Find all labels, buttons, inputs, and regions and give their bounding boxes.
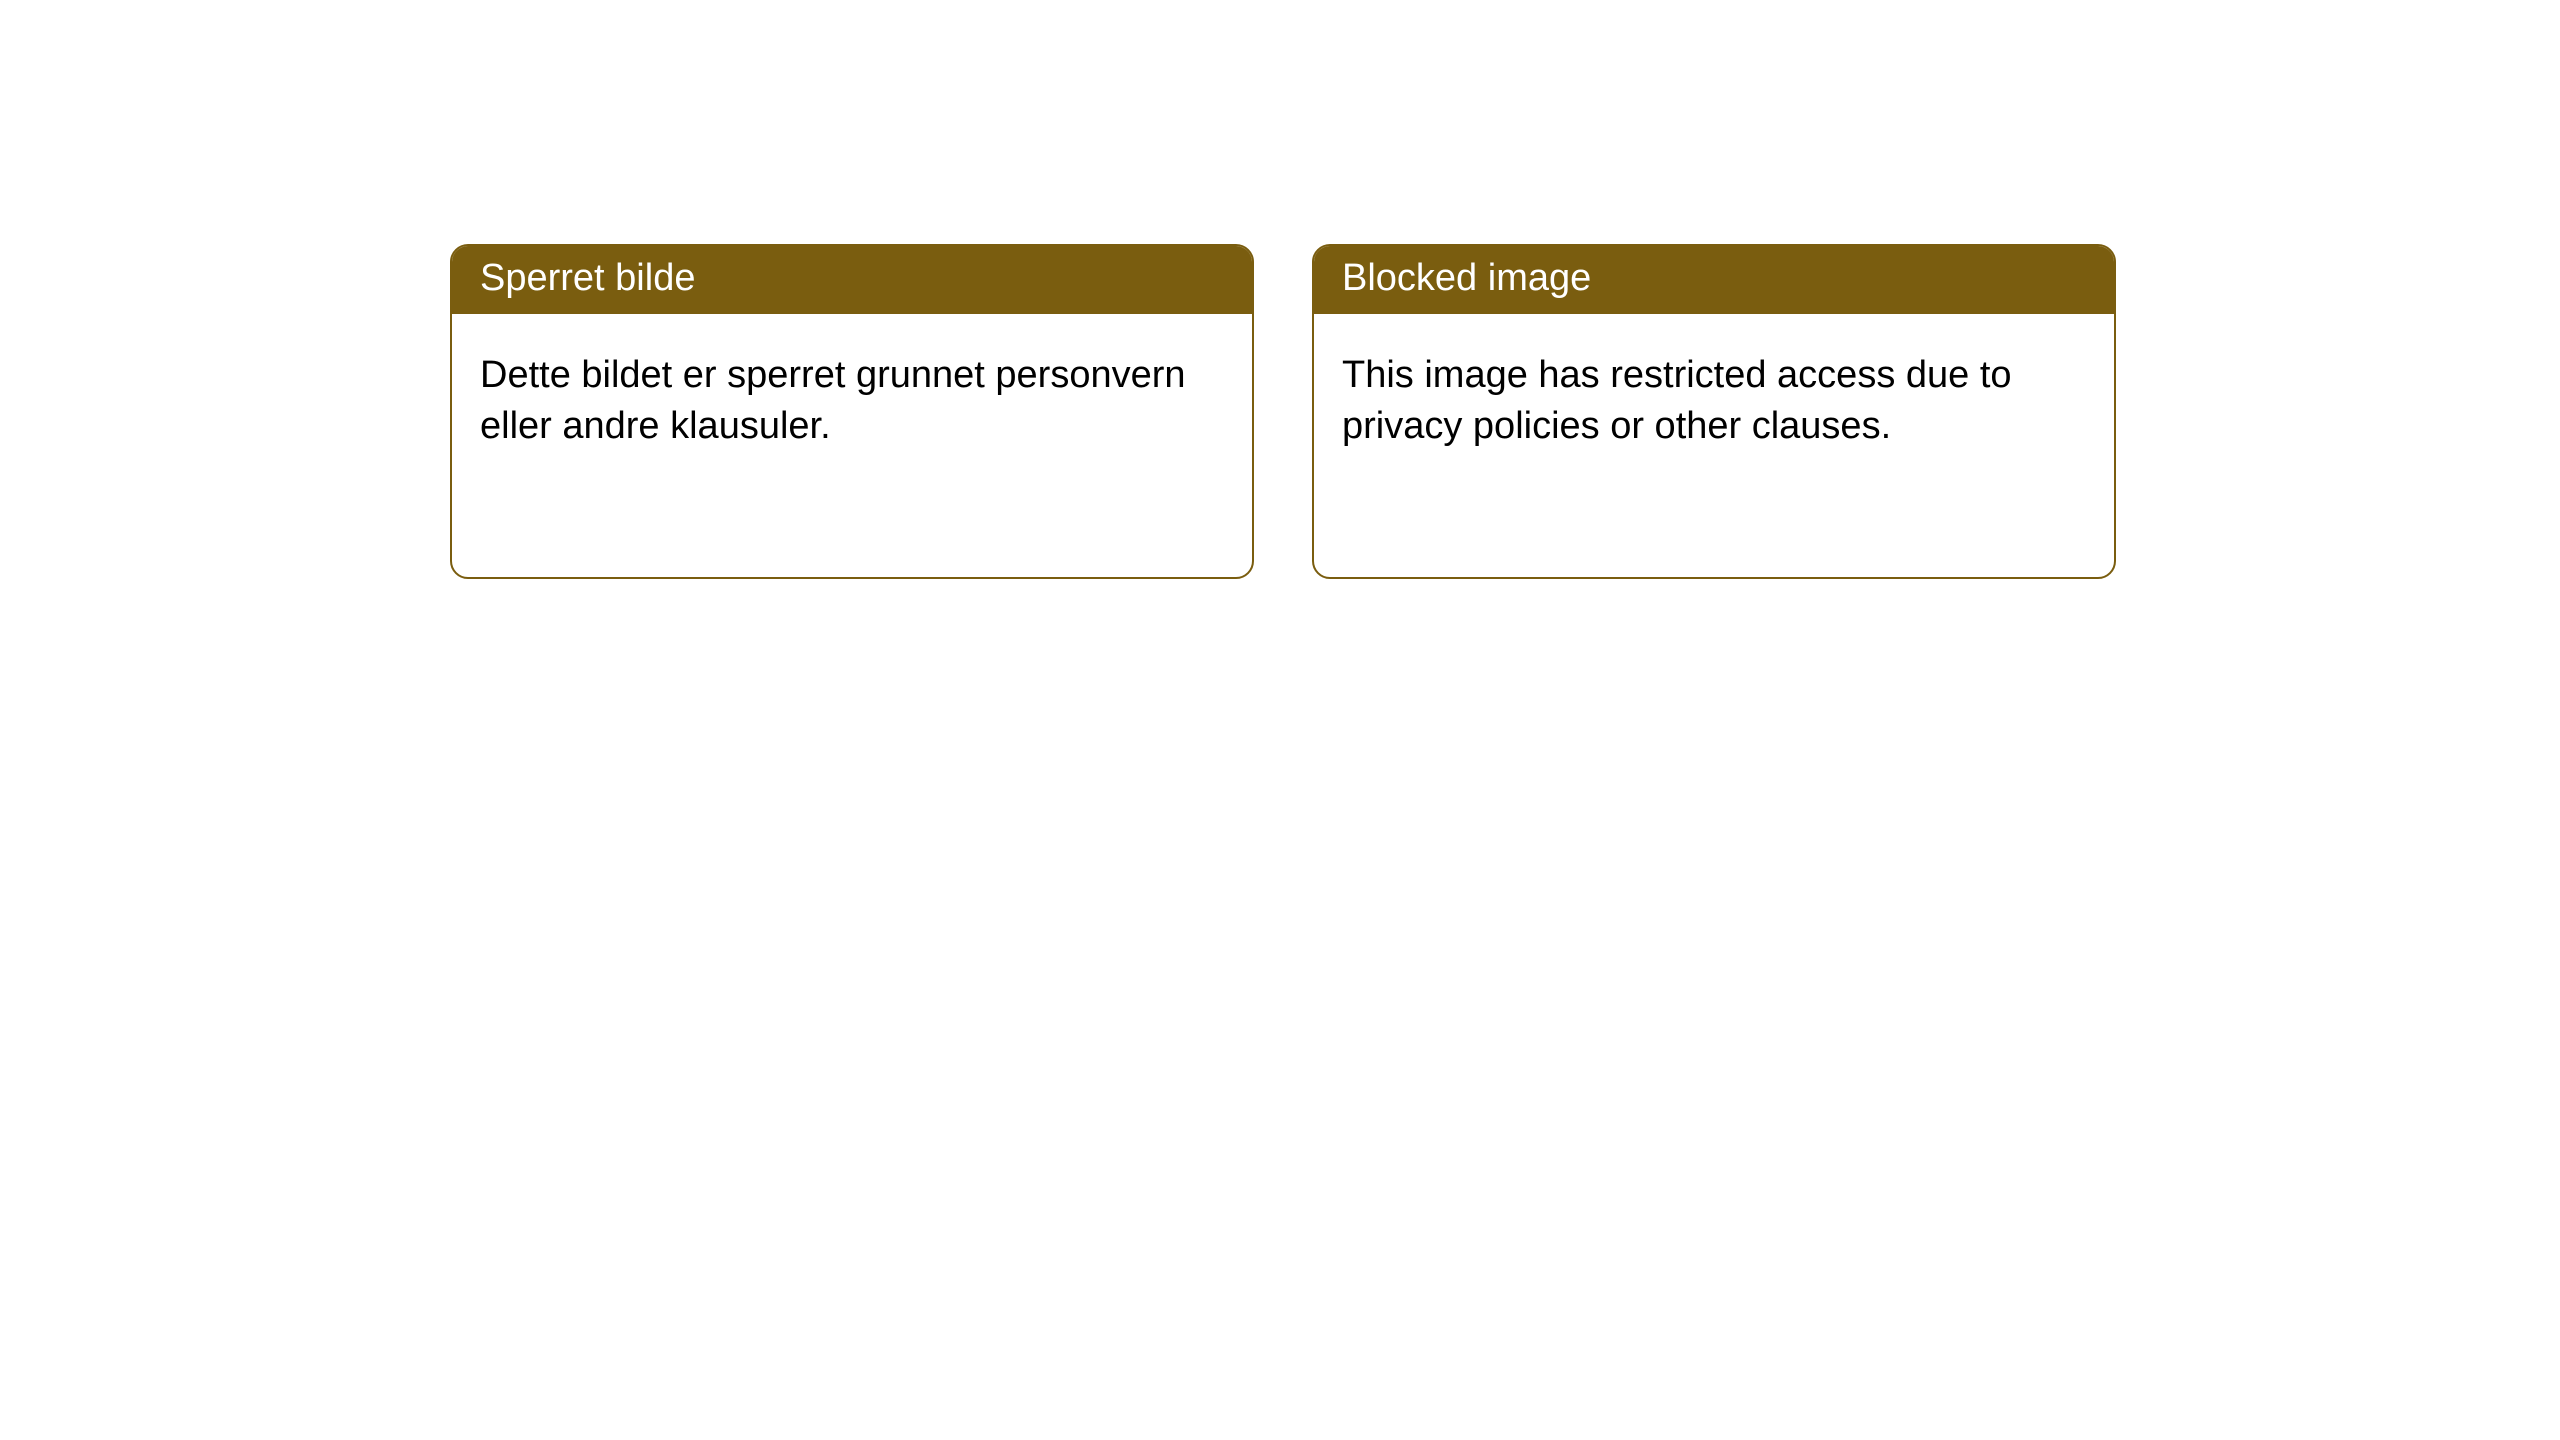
notice-container: Sperret bilde Dette bildet er sperret gr… [0, 0, 2560, 579]
notice-card-norwegian: Sperret bilde Dette bildet er sperret gr… [450, 244, 1254, 579]
notice-title: Blocked image [1314, 246, 2114, 314]
notice-body-text: Dette bildet er sperret grunnet personve… [452, 314, 1252, 481]
notice-card-english: Blocked image This image has restricted … [1312, 244, 2116, 579]
notice-title: Sperret bilde [452, 246, 1252, 314]
notice-body-text: This image has restricted access due to … [1314, 314, 2114, 481]
